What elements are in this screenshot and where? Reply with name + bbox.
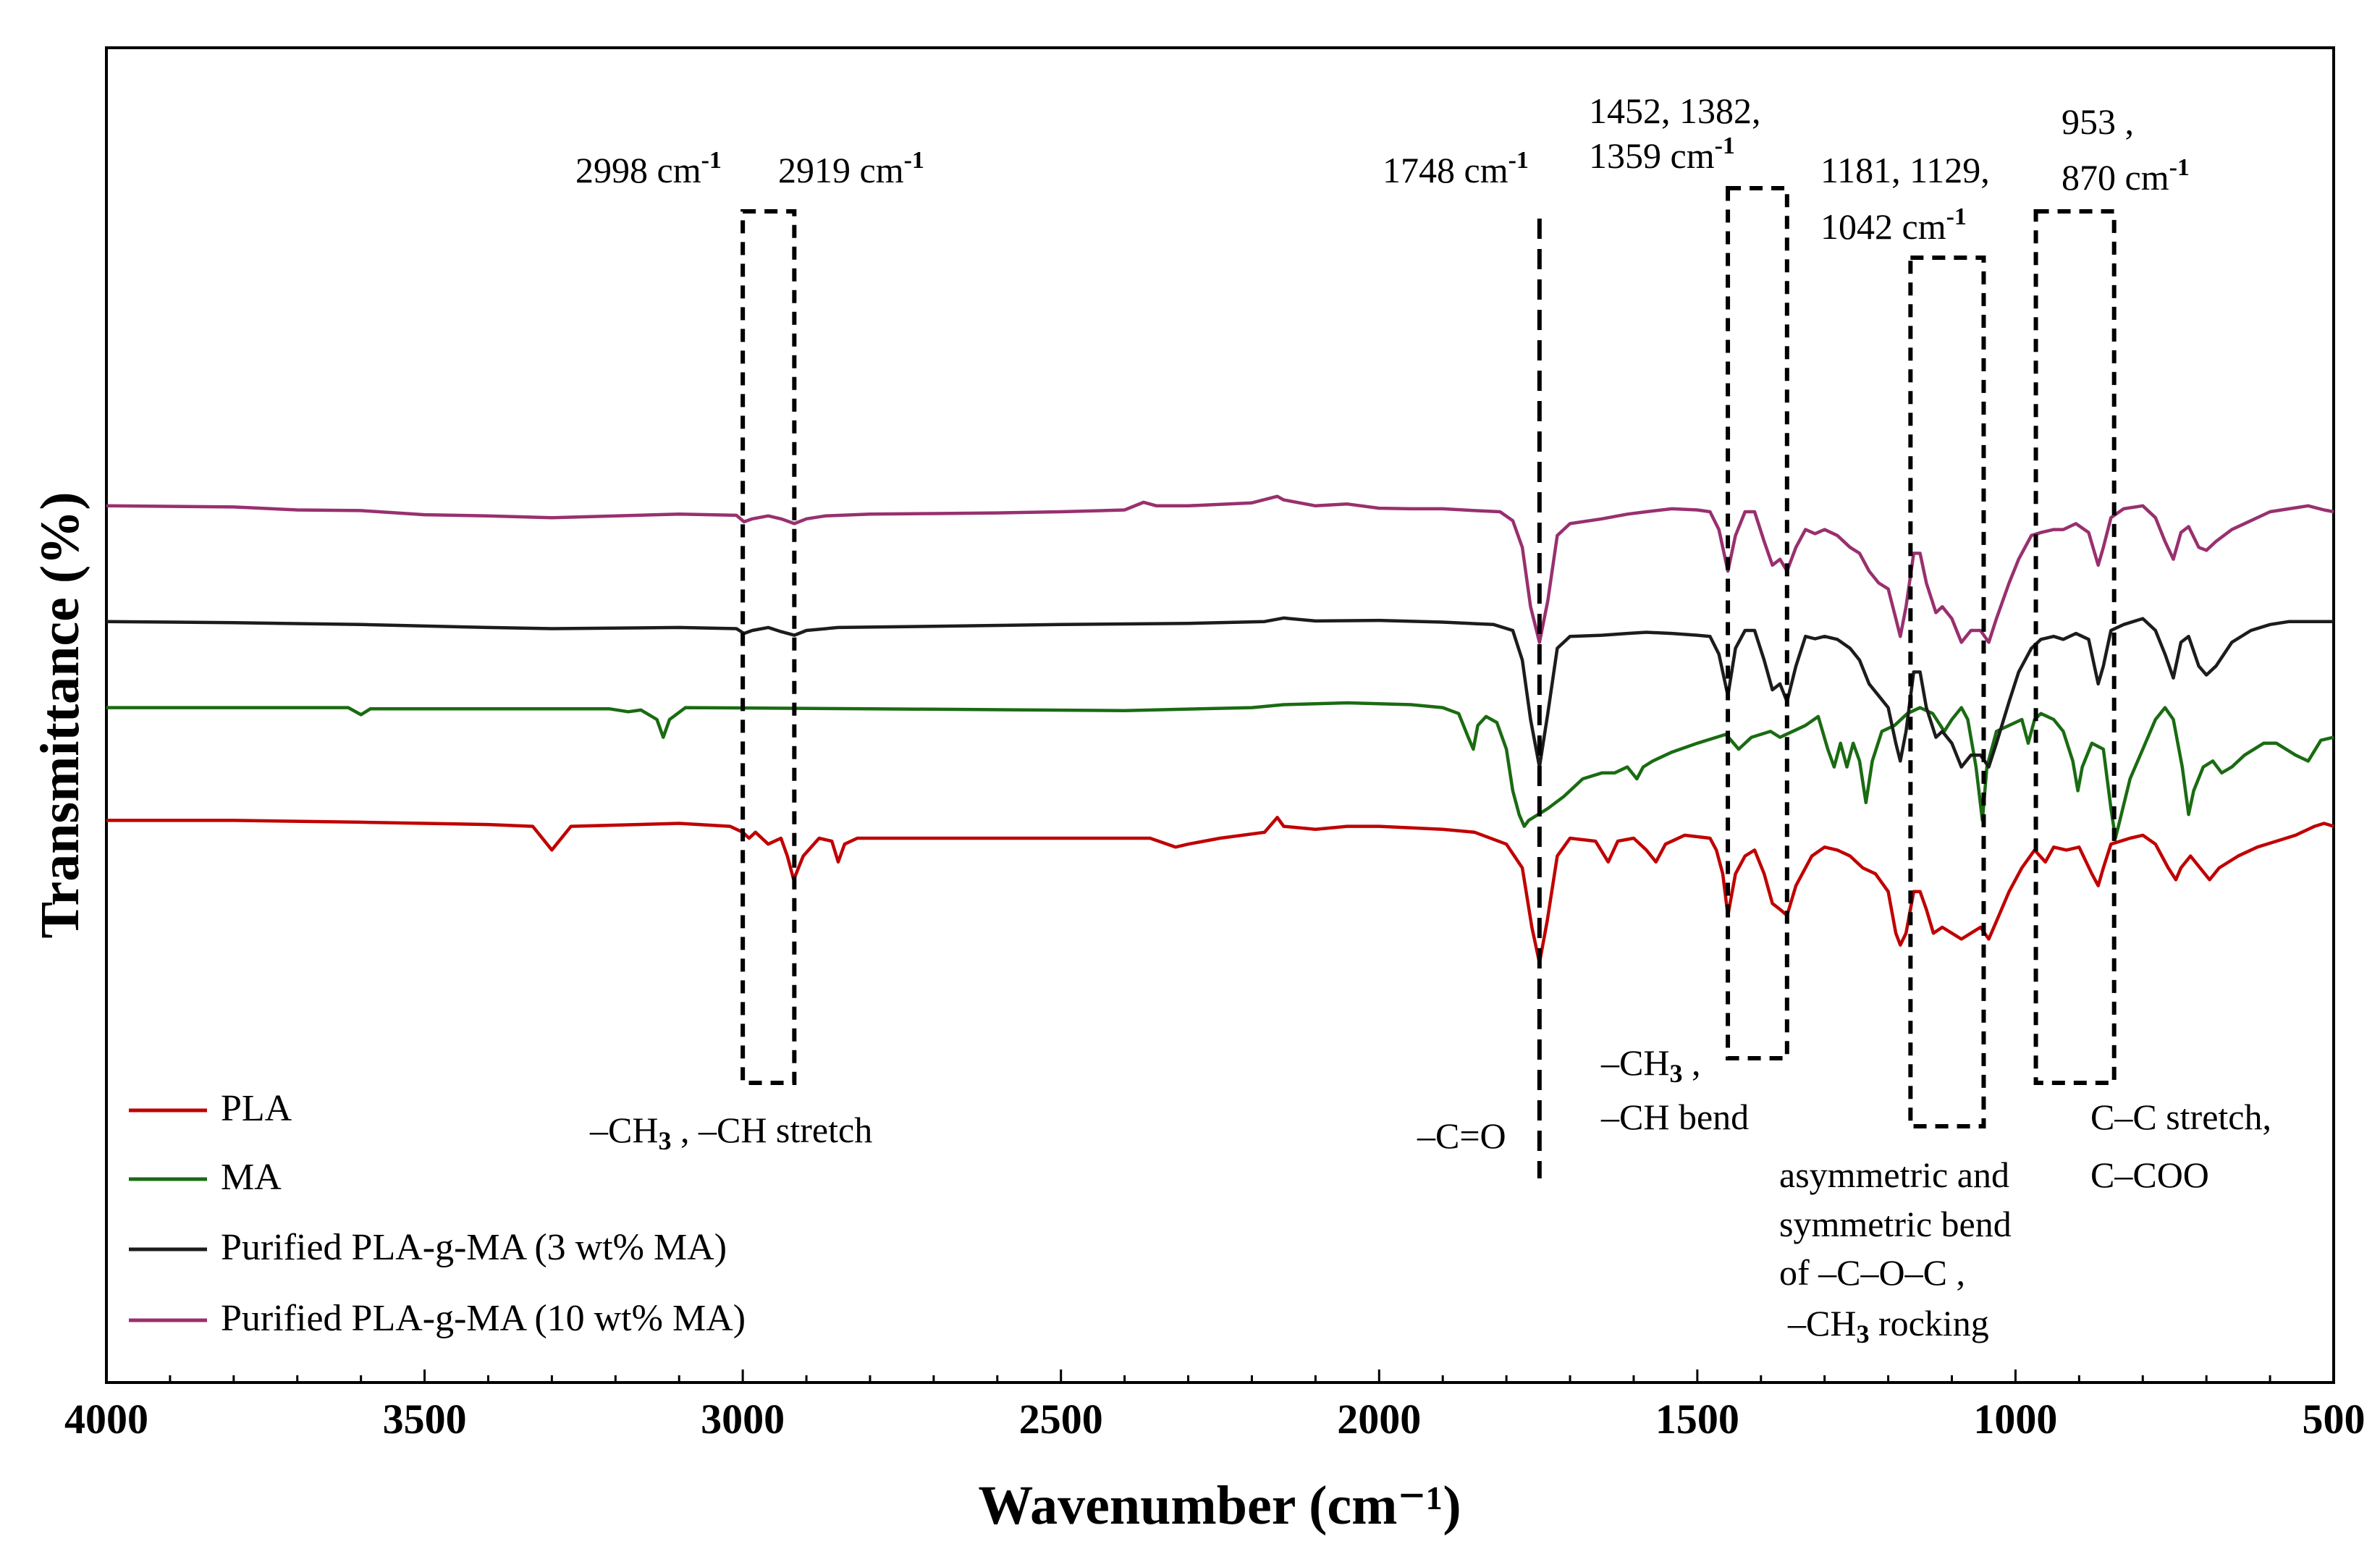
- series-line: [106, 494, 2334, 644]
- peak-annotation: 870 cm-1: [2062, 154, 2190, 198]
- coc-label-4: –CH3 rocking: [1787, 1303, 1989, 1348]
- series-line: [106, 701, 2334, 840]
- peak-annotation: 953 ,: [2062, 101, 2134, 142]
- series-line: [106, 616, 2334, 769]
- legend-label: PLA: [221, 1088, 292, 1129]
- x-tick-label: 2000: [1337, 1396, 1421, 1443]
- spectra-lines: [106, 494, 2334, 965]
- assignment-labels: –CH3 , –CH stretch –C=O –CH3 , –CH bend …: [589, 1042, 2271, 1348]
- peak-annotations: 2998 cm-1 2919 cm-1 1748 cm-1 1452, 1382,13…: [575, 90, 2190, 247]
- coc-box: [1908, 256, 1986, 1128]
- highlight-bands: [740, 186, 2117, 1178]
- x-axis-title: Wavenumber (cm⁻¹): [978, 1475, 1461, 1536]
- ch-stretch-box: [740, 209, 797, 1085]
- legend: PLA MA Purified PLA-g-MA (3 wt% MA) Purifie…: [129, 1088, 746, 1339]
- cc-label-1: C–C stretch,: [2090, 1097, 2271, 1137]
- x-tick-label: 2500: [1019, 1396, 1103, 1443]
- peak-annotation: 1042 cm-1: [1820, 203, 1967, 247]
- peak-annotation: 1748 cm-1: [1383, 147, 1529, 190]
- coc-label-2: symmetric bend: [1779, 1204, 2012, 1244]
- cc-box: [2033, 209, 2117, 1085]
- peak-annotation: 1452, 1382,: [1589, 90, 1761, 131]
- ch-bend-box: [1726, 186, 1789, 1060]
- coc-label-1: asymmetric and: [1779, 1155, 2009, 1195]
- x-tick-label: 1000: [1973, 1396, 2057, 1443]
- x-tick-label: 4000: [64, 1396, 148, 1443]
- ch-bend-label-1: –CH3 ,: [1600, 1042, 1700, 1088]
- legend-label: Purified PLA-g-MA (3 wt% MA): [221, 1227, 727, 1268]
- peak-annotation: 2919 cm-1: [778, 147, 924, 190]
- legend-label: Purified PLA-g-MA (10 wt% MA): [221, 1298, 746, 1339]
- carbonyl-label: –C=O: [1417, 1115, 1506, 1156]
- x-tick-label: 3500: [383, 1396, 467, 1443]
- peak-annotation: 1181, 1129,: [1820, 150, 1990, 190]
- ch-bend-label-2: –CH bend: [1600, 1097, 1749, 1137]
- x-axis-tick-labels: 4000 3500 3000 2500 2000 1500 1000 500: [64, 1396, 2366, 1443]
- peak-annotation: 1359 cm-1: [1589, 132, 1735, 176]
- legend-label: MA: [221, 1157, 282, 1198]
- x-tick-label: 1500: [1655, 1396, 1739, 1443]
- ch-stretch-label: –CH3 , –CH stretch: [589, 1110, 872, 1155]
- x-axis-ticks: [105, 1369, 2335, 1383]
- peak-annotation: 2998 cm-1: [575, 147, 722, 190]
- series-line: [106, 816, 2334, 965]
- y-axis-title: Transmittance (%): [30, 491, 90, 938]
- coc-label-3: of –C–O–C ,: [1779, 1252, 1965, 1293]
- x-tick-label: 3000: [701, 1396, 785, 1443]
- plot-frame: [105, 46, 2335, 1384]
- cc-label-2: C–COO: [2090, 1155, 2209, 1195]
- x-tick-label: 500: [2303, 1396, 2366, 1443]
